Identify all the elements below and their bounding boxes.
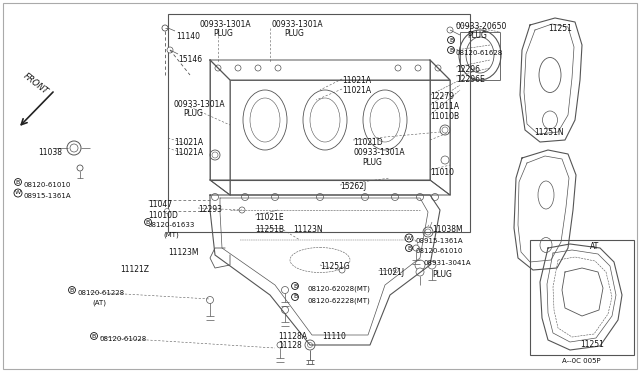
Circle shape	[211, 193, 218, 201]
Circle shape	[416, 268, 424, 276]
Text: 11047: 11047	[148, 200, 172, 209]
Text: 11011A: 11011A	[430, 102, 459, 111]
Text: B: B	[70, 288, 74, 292]
Text: 11128: 11128	[278, 341, 301, 350]
Circle shape	[282, 307, 289, 314]
Text: W: W	[406, 235, 412, 241]
Text: 00933-1301A: 00933-1301A	[174, 100, 226, 109]
Text: 11121Z: 11121Z	[120, 265, 149, 274]
Text: 11010B: 11010B	[430, 112, 459, 121]
Text: A--0C 005P: A--0C 005P	[562, 358, 600, 364]
Text: W: W	[15, 190, 21, 196]
Text: B: B	[92, 334, 96, 339]
Circle shape	[305, 340, 315, 350]
Text: 08120-62228(MT): 08120-62228(MT)	[307, 297, 370, 304]
Bar	[168, 14, 470, 232]
Text: PLUG: PLUG	[467, 31, 487, 40]
Text: B: B	[293, 295, 297, 299]
Circle shape	[167, 47, 173, 53]
Text: 11251: 11251	[580, 340, 604, 349]
Circle shape	[431, 193, 438, 201]
Text: 12296E: 12296E	[456, 75, 484, 84]
Circle shape	[428, 261, 436, 269]
Text: PLUG: PLUG	[183, 109, 203, 118]
Text: 11251B: 11251B	[255, 225, 284, 234]
Circle shape	[447, 27, 453, 33]
Text: 12293: 12293	[198, 205, 222, 214]
Text: 00933-1301A: 00933-1301A	[200, 20, 252, 29]
Text: 00933-20650: 00933-20650	[456, 22, 508, 31]
Text: 11251: 11251	[548, 24, 572, 33]
Text: B: B	[146, 219, 150, 224]
Text: 11123M: 11123M	[168, 248, 198, 257]
Circle shape	[307, 343, 312, 347]
Circle shape	[413, 245, 419, 251]
Text: 11010D: 11010D	[148, 211, 178, 220]
Text: 08120-61010: 08120-61010	[415, 248, 462, 254]
Text: 11021A: 11021A	[342, 76, 371, 85]
Text: 11021D: 11021D	[353, 138, 383, 147]
Text: B: B	[293, 283, 297, 289]
Text: 11251N: 11251N	[534, 128, 564, 137]
Text: 15262J: 15262J	[340, 182, 366, 191]
Circle shape	[362, 193, 369, 201]
Text: 08931-3041A: 08931-3041A	[423, 260, 470, 266]
Text: 11251G: 11251G	[320, 262, 349, 271]
Text: 11038M: 11038M	[432, 225, 463, 234]
Text: (AT): (AT)	[92, 300, 106, 307]
Text: PLUG: PLUG	[284, 29, 304, 38]
Text: 11123N: 11123N	[293, 225, 323, 234]
Circle shape	[239, 207, 245, 213]
Text: 00933-1301A: 00933-1301A	[353, 148, 404, 157]
Text: 08120-61010: 08120-61010	[24, 182, 72, 188]
Text: 11038: 11038	[38, 148, 62, 157]
Text: FRONT: FRONT	[22, 71, 50, 96]
Circle shape	[394, 267, 399, 273]
Text: 08120-62028(MT): 08120-62028(MT)	[307, 286, 370, 292]
Text: 15146: 15146	[178, 55, 202, 64]
Text: 11010: 11010	[430, 168, 454, 177]
Text: B: B	[407, 246, 411, 250]
Circle shape	[241, 193, 248, 201]
Circle shape	[164, 208, 170, 214]
Text: B: B	[16, 180, 20, 185]
Circle shape	[282, 286, 289, 294]
Circle shape	[271, 193, 278, 201]
Text: 08915-1361A: 08915-1361A	[415, 238, 463, 244]
Text: 00933-1301A: 00933-1301A	[272, 20, 324, 29]
Text: (MT): (MT)	[163, 231, 179, 237]
Text: 08120-61028: 08120-61028	[100, 336, 147, 342]
Text: 11021J: 11021J	[378, 268, 404, 277]
Text: AT: AT	[590, 242, 599, 251]
Circle shape	[77, 165, 83, 171]
Text: 08915-1361A: 08915-1361A	[24, 193, 72, 199]
Text: 11021A: 11021A	[174, 148, 203, 157]
Text: PLUG: PLUG	[362, 158, 382, 167]
Text: 08120-61628: 08120-61628	[456, 50, 503, 56]
Text: 12296: 12296	[456, 65, 480, 74]
Circle shape	[162, 25, 168, 31]
Text: 08120-61633: 08120-61633	[148, 222, 195, 228]
Text: 12279: 12279	[430, 92, 454, 101]
Text: 11021A: 11021A	[174, 138, 203, 147]
Circle shape	[417, 193, 424, 201]
Text: 08120-61228: 08120-61228	[78, 290, 125, 296]
Text: B: B	[449, 48, 453, 52]
Circle shape	[277, 342, 283, 348]
Text: PLUG: PLUG	[213, 29, 233, 38]
Circle shape	[207, 296, 214, 304]
Circle shape	[339, 267, 345, 273]
Text: 11140: 11140	[176, 32, 200, 41]
Text: 11021E: 11021E	[255, 213, 284, 222]
Text: 11110: 11110	[322, 332, 346, 341]
Text: B: B	[449, 38, 453, 42]
Bar	[530, 240, 634, 355]
Text: PLUG: PLUG	[432, 270, 452, 279]
Circle shape	[317, 193, 323, 201]
Text: 11128A: 11128A	[278, 332, 307, 341]
Text: 11021A: 11021A	[342, 86, 371, 95]
Circle shape	[392, 193, 399, 201]
